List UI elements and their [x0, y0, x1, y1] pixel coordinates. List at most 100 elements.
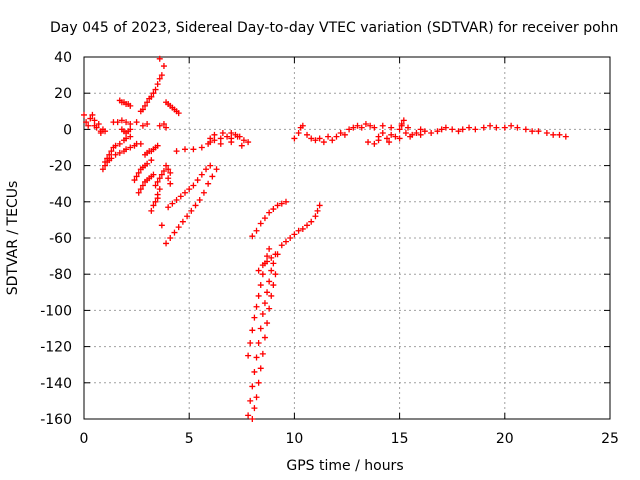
data-point	[529, 128, 536, 135]
data-point	[371, 124, 378, 131]
data-point	[291, 231, 298, 238]
data-point	[257, 282, 264, 289]
data-point	[402, 130, 409, 137]
data-point	[171, 229, 178, 236]
data-point	[118, 117, 125, 124]
data-point	[249, 416, 256, 422]
data-point	[341, 131, 348, 138]
data-point	[556, 131, 563, 138]
data-point	[417, 126, 424, 133]
data-point	[133, 119, 140, 126]
data-point	[266, 305, 273, 312]
data-point	[139, 106, 146, 113]
data-point	[259, 271, 266, 278]
data-point	[95, 120, 102, 127]
data-point	[396, 135, 403, 142]
data-point	[270, 282, 277, 289]
data-point	[108, 148, 115, 155]
data-point	[102, 128, 109, 135]
data-point	[493, 124, 500, 131]
data-point	[177, 193, 184, 200]
data-point	[106, 151, 113, 158]
data-point	[251, 368, 258, 375]
data-point	[217, 140, 224, 147]
plot-frame	[83, 56, 611, 420]
y-tick-label: 40	[54, 50, 72, 66]
data-point	[196, 196, 203, 203]
data-point	[175, 224, 182, 231]
data-point	[137, 140, 144, 147]
data-point	[268, 292, 275, 299]
data-point	[308, 135, 315, 142]
data-point	[346, 126, 353, 133]
data-point	[428, 130, 435, 137]
data-point	[253, 354, 260, 361]
data-point	[535, 128, 542, 135]
data-point	[205, 180, 212, 187]
data-point	[550, 131, 557, 138]
data-point	[148, 157, 155, 164]
data-point	[144, 120, 151, 127]
data-point	[295, 130, 302, 137]
data-point	[270, 206, 277, 213]
data-point	[234, 133, 241, 140]
data-point	[449, 126, 456, 133]
data-point	[358, 124, 365, 131]
data-point	[144, 160, 151, 167]
data-point	[371, 140, 378, 147]
data-point	[272, 271, 279, 278]
data-point	[316, 135, 323, 142]
data-point	[299, 225, 306, 232]
data-point	[104, 155, 111, 162]
data-point	[160, 63, 167, 70]
data-point	[217, 135, 224, 142]
data-point	[156, 186, 163, 193]
data-point	[314, 207, 321, 214]
data-point	[264, 258, 271, 265]
data-point	[264, 320, 271, 327]
data-point	[175, 110, 182, 117]
data-point	[190, 146, 197, 153]
data-point	[181, 189, 188, 196]
data-point	[116, 140, 123, 147]
data-point	[198, 171, 205, 178]
data-point	[337, 130, 344, 137]
data-point	[291, 135, 298, 142]
data-point	[165, 166, 172, 173]
y-tick-label: -140	[40, 376, 72, 392]
data-point	[116, 149, 123, 156]
data-point	[194, 177, 201, 184]
data-point	[354, 122, 361, 129]
x-tick-label: 10	[285, 431, 303, 447]
data-point	[287, 235, 294, 241]
y-tick-label: -60	[49, 231, 72, 247]
data-point	[156, 122, 163, 129]
data-point	[127, 144, 134, 151]
data-point	[154, 178, 161, 185]
y-tick-label: 20	[54, 86, 72, 102]
data-point	[245, 412, 252, 419]
data-point	[81, 111, 87, 118]
data-point	[266, 209, 273, 216]
data-point	[543, 130, 550, 137]
data-point	[112, 142, 119, 149]
data-point	[160, 120, 167, 127]
data-point	[266, 245, 273, 252]
data-point	[253, 227, 260, 234]
data-point	[198, 144, 205, 151]
data-point	[135, 169, 142, 176]
data-point	[173, 196, 180, 203]
data-point	[480, 124, 487, 131]
data-point	[266, 278, 273, 285]
data-point	[209, 173, 216, 180]
data-point	[333, 133, 340, 140]
data-point	[398, 122, 405, 129]
data-point	[396, 126, 403, 133]
data-point	[282, 238, 289, 245]
data-point	[312, 213, 319, 220]
data-point	[487, 122, 494, 129]
data-point	[249, 327, 256, 334]
data-point	[261, 300, 268, 307]
data-point	[379, 122, 386, 129]
